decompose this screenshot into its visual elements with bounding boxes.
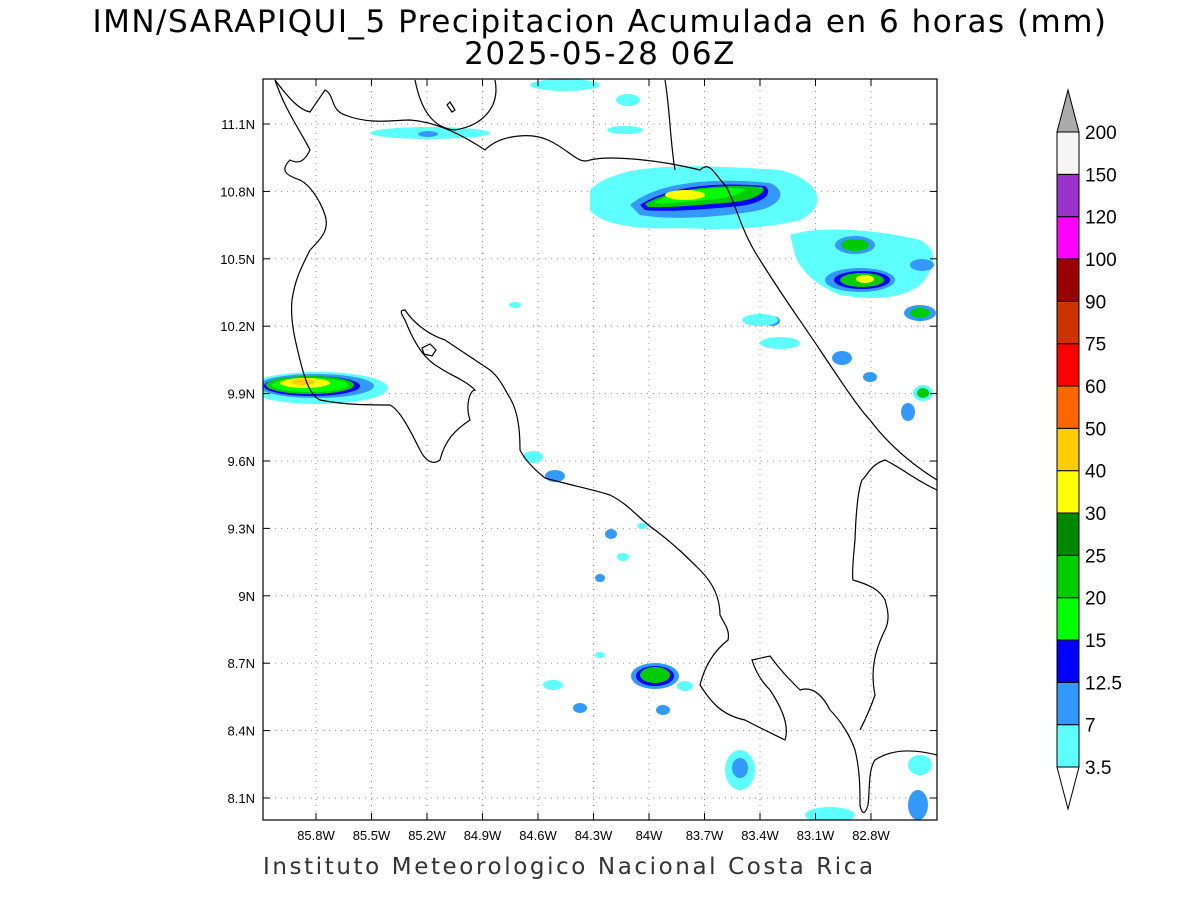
colorbar-swatch [1056, 216, 1080, 260]
colorbar-level-label: 120 [1085, 208, 1117, 229]
rain-cell-nicoya [263, 372, 388, 404]
x-tick-label: 84W [636, 828, 663, 843]
colorbar-level-label: 60 [1085, 377, 1106, 398]
colorbar-level-label: 200 [1085, 123, 1117, 144]
x-tick-label: 85.5W [353, 828, 391, 843]
rain-band-north [590, 166, 818, 230]
x-tick-label: 84.9W [464, 828, 502, 843]
y-tick-label: 10.8N [220, 184, 255, 199]
rain-cells-caribbean [742, 229, 936, 421]
colorbar-swatch [1056, 639, 1080, 683]
colorbar-swatch [1056, 427, 1080, 472]
colorbar-level-label: 100 [1085, 250, 1117, 271]
colorbar: 3.5 7 12.5 15 20 25 30 40 50 60 75 90 100 120 150 200 [1056, 88, 1122, 811]
y-tick-label: 9.9N [228, 387, 255, 402]
y-tick-label: 8.7N [228, 656, 255, 671]
x-tick-label: 85.2W [408, 828, 446, 843]
colorbar-swatch [1056, 131, 1080, 175]
colorbar-swatch [1056, 258, 1080, 302]
colorbar-level-label: 15 [1085, 631, 1106, 652]
x-tick-label: 83.4W [741, 828, 779, 843]
colorbar-level-label: 50 [1085, 419, 1106, 440]
x-axis: 85.8W 85.5W 85.2W 84.9W 84.6W 84.3W 84W 83.7W 83… [297, 79, 891, 843]
colorbar-level-label: 30 [1085, 504, 1106, 525]
y-tick-label: 9.3N [228, 521, 255, 536]
y-axis: 11.1N 10.8N 10.5N 10.2N 9.9N 9.6N 9.3N 9N 8.7N 8.… [220, 117, 937, 806]
colorbar-swatch [1056, 681, 1080, 726]
y-tick-label: 10.2N [220, 319, 255, 334]
colorbar-level-label: 12.5 [1085, 673, 1122, 694]
rain-cells-south [523, 451, 932, 820]
colorbar-level-label: 90 [1085, 292, 1106, 313]
y-tick-label: 8.4N [228, 724, 255, 739]
colorbar-lower-arrow [1056, 766, 1080, 811]
colorbar-swatch [1056, 173, 1080, 218]
y-tick-label: 9.6N [228, 454, 255, 469]
colorbar-level-label: 25 [1085, 546, 1106, 567]
colorbar-swatch [1056, 554, 1080, 599]
colorbar-swatch [1056, 470, 1080, 514]
footer-credit: Instituto Meteorologico Nacional Costa R… [263, 854, 876, 880]
y-tick-label: 9N [238, 589, 255, 604]
map-frame [262, 78, 938, 821]
colorbar-swatch [1056, 343, 1080, 387]
colorbar-upper-arrow [1056, 88, 1080, 133]
coastlines [274, 79, 937, 814]
colorbar-swatch [1056, 597, 1080, 641]
x-tick-label: 82.8W [852, 828, 890, 843]
rain-patches-north [370, 79, 643, 308]
colorbar-level-label: 150 [1085, 165, 1117, 186]
colorbar-swatch [1056, 385, 1080, 429]
colorbar-level-label: 7 [1085, 716, 1096, 737]
precipitation-field [263, 79, 936, 820]
x-tick-label: 84.3W [575, 828, 613, 843]
y-tick-label: 10.5N [220, 252, 255, 267]
x-tick-label: 84.6W [519, 828, 557, 843]
map-datetime: 2025-05-28 06Z [464, 36, 736, 72]
x-tick-label: 85.8W [297, 828, 335, 843]
colorbar-swatch [1056, 512, 1080, 556]
colorbar-level-label: 3.5 [1085, 758, 1111, 779]
map-title: IMN/SARAPIQUI_5 Precipitacion Acumulada … [92, 4, 1108, 40]
x-tick-label: 83.1W [797, 828, 835, 843]
colorbar-level-label: 40 [1085, 462, 1106, 483]
y-tick-label: 8.1N [228, 791, 255, 806]
y-tick-label: 11.1N [221, 117, 255, 132]
colorbar-swatch [1056, 300, 1080, 345]
colorbar-level-label: 75 [1085, 335, 1106, 356]
x-tick-label: 83.7W [686, 828, 724, 843]
colorbar-swatch [1056, 724, 1080, 768]
colorbar-level-label: 20 [1085, 589, 1106, 610]
